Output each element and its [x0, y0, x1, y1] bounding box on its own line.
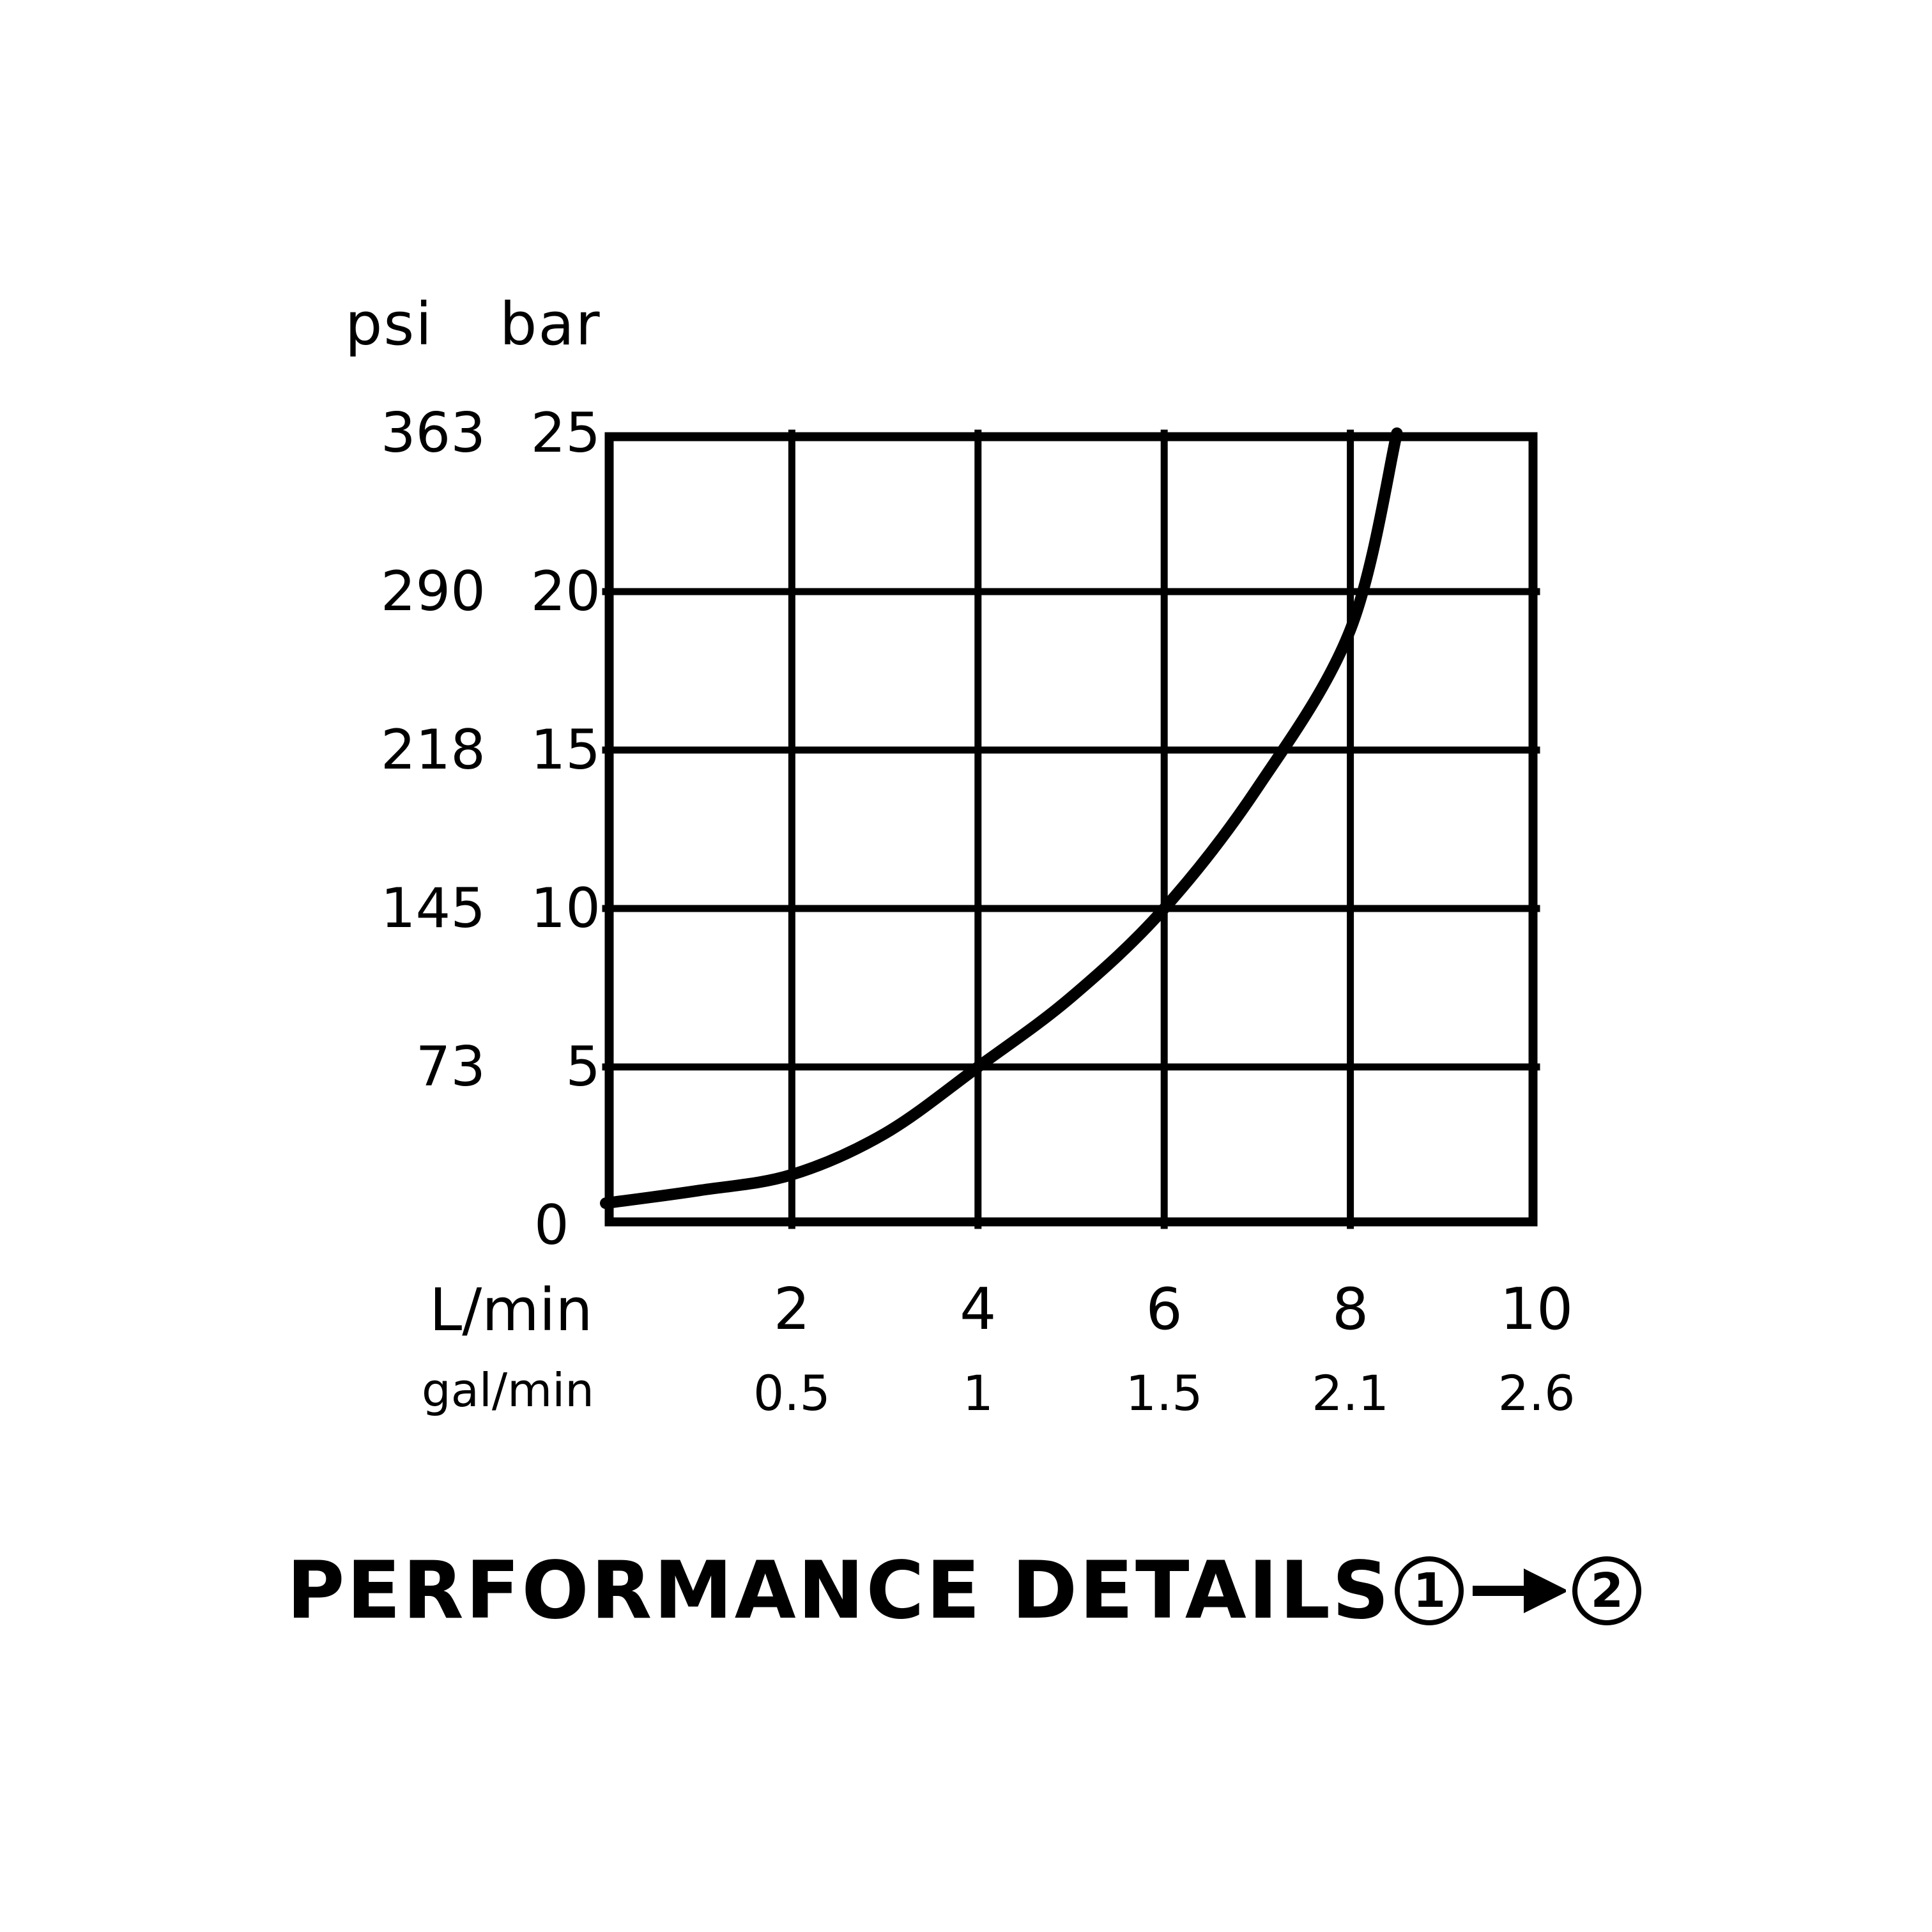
pressure-drop-curve — [600, 427, 1403, 1209]
right-arrow-icon — [1470, 1568, 1567, 1613]
plot-border — [604, 432, 1538, 1227]
y-axis-tick-bar: 20 — [530, 560, 601, 624]
y-axis-tick-bar: 5 — [565, 1035, 601, 1099]
x-axis-unit-lmin-label: L/min — [429, 1276, 593, 1344]
y-axis-tick-bar: 10 — [530, 877, 601, 940]
vertical-gridlines — [788, 429, 1354, 1229]
x-axis-tick-lmin: 8 — [1331, 1276, 1369, 1343]
chart-caption: PERFORMANCE DETAILS 1 2 — [0, 1551, 1932, 1630]
x-axis-labels: L/min gal/min 2 0.5 4 1 6 1.5 8 2.1 10 2.6 — [0, 1268, 1932, 1447]
y-axis-unit-bar-label: bar — [500, 290, 601, 358]
x-axis-tick-lmin: 2 — [773, 1276, 811, 1343]
y-axis-tick-bar: 15 — [530, 718, 601, 782]
plot-svg — [600, 427, 1540, 1229]
y-axis-unit-psi-label: psi — [345, 290, 433, 358]
x-axis-tick-lmin: 6 — [1146, 1276, 1183, 1343]
horizontal-gridlines — [602, 588, 1540, 1071]
x-axis-tick-lmin: 4 — [960, 1276, 997, 1343]
x-axis-unit-galmin-label: gal/min — [422, 1363, 594, 1417]
y-axis-origin-label: 0 — [534, 1193, 569, 1257]
y-axis-tick-bar: 25 — [530, 401, 601, 465]
x-axis-tick-lmin: 10 — [1499, 1276, 1574, 1343]
y-axis-tick-psi: 218 — [380, 718, 486, 782]
port-1-badge: 1 — [1395, 1556, 1464, 1625]
y-axis-tick-psi: 145 — [380, 877, 486, 940]
x-axis-tick-galmin: 2.6 — [1498, 1365, 1575, 1422]
x-axis-tick-galmin: 0.5 — [753, 1365, 831, 1422]
y-axis-tick-psi: 290 — [380, 560, 486, 624]
caption-title: PERFORMANCE DETAILS — [286, 1545, 1392, 1637]
x-axis-tick-galmin: 2.1 — [1312, 1365, 1390, 1422]
x-axis-tick-galmin: 1 — [962, 1365, 993, 1422]
x-axis-tick-galmin: 1.5 — [1125, 1365, 1203, 1422]
port-2-badge: 2 — [1572, 1556, 1642, 1625]
y-axis-tick-psi: 73 — [415, 1035, 486, 1099]
plot-area — [600, 427, 1540, 1229]
y-axis-tick-psi: 363 — [380, 401, 486, 465]
